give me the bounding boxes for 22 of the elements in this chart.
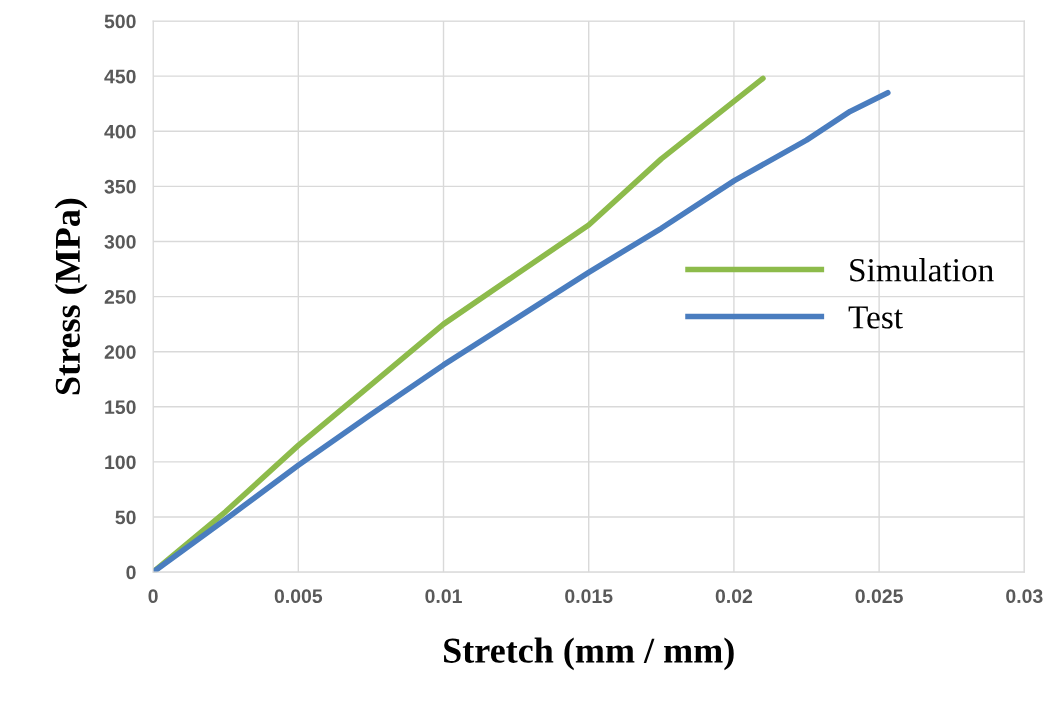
x-tick-label: 0.015 xyxy=(565,589,613,604)
x-tick-label: 0.02 xyxy=(715,589,753,604)
legend-label: Simulation xyxy=(850,258,994,282)
y-tick-label: 500 xyxy=(104,14,136,29)
x-tick-label: 0.005 xyxy=(274,589,323,604)
y-tick-label: 150 xyxy=(105,400,136,415)
y-axis-title: Stress (MPa) xyxy=(54,198,88,395)
y-tick-label: 0 xyxy=(126,565,136,580)
y-tick-label: 50 xyxy=(115,510,136,525)
y-tick-label: 200 xyxy=(104,345,136,359)
y-tick-label: 300 xyxy=(104,234,136,249)
legend-label: Test xyxy=(848,306,903,329)
x-tick-label: 0.01 xyxy=(425,589,462,604)
x-tick-label: 0.025 xyxy=(855,589,903,604)
y-tick-label: 400 xyxy=(104,124,136,139)
y-tick-label: 100 xyxy=(105,455,136,470)
x-tick-label: 0.03 xyxy=(1006,589,1043,604)
x-tick-label: 0 xyxy=(148,589,158,604)
x-axis-title: Stretch (mm / mm) xyxy=(444,637,734,671)
y-tick-label: 250 xyxy=(104,290,136,304)
y-tick-label: 350 xyxy=(104,179,136,194)
y-tick-label: 450 xyxy=(104,69,136,84)
